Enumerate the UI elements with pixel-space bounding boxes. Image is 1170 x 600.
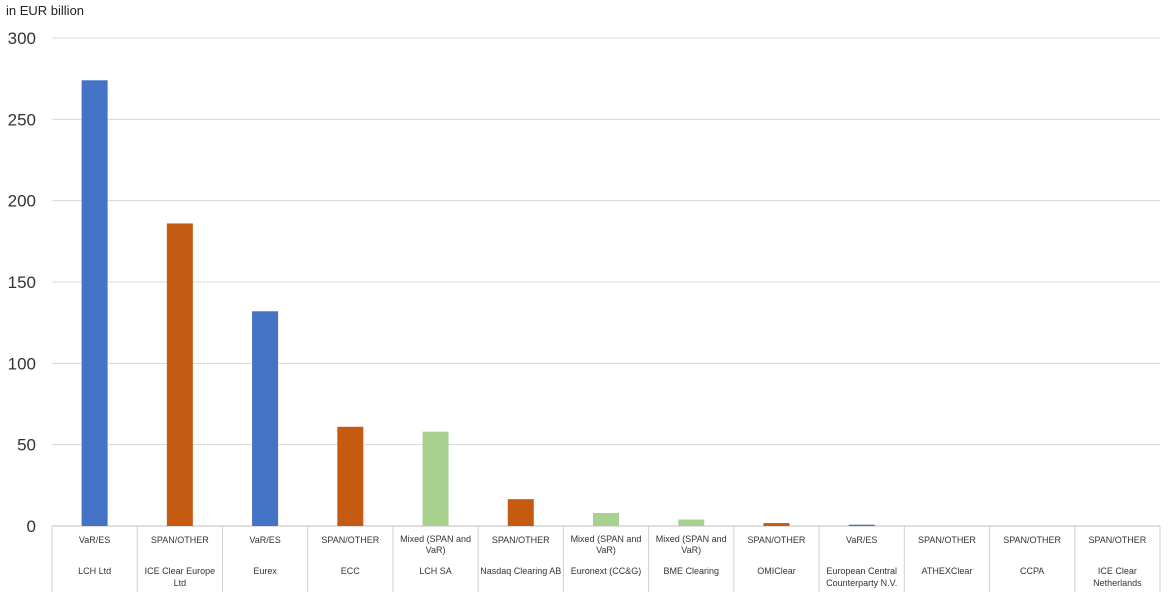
- bar: [848, 524, 875, 526]
- category-name-label: LCH Ltd: [78, 566, 111, 576]
- y-tick-label: 300: [8, 29, 36, 48]
- bar: [507, 499, 534, 526]
- category-method-label: VaR): [596, 545, 616, 555]
- category-method-label: SPAN/OTHER: [492, 535, 550, 545]
- category-method-label: VaR): [681, 545, 701, 555]
- y-tick-label: 150: [8, 273, 36, 292]
- bar: [763, 523, 790, 526]
- bar: [678, 519, 705, 526]
- category-method-label: Mixed (SPAN and: [656, 534, 727, 544]
- category-method-label: Mixed (SPAN and: [571, 534, 642, 544]
- category-name-label: Euronext (CC&G): [571, 566, 642, 576]
- category-method-label: SPAN/OTHER: [748, 535, 806, 545]
- category-name-label: LCH SA: [419, 566, 452, 576]
- y-tick-label: 250: [8, 110, 36, 129]
- bar: [337, 426, 364, 526]
- category-name-label: European Central: [826, 566, 897, 576]
- category-method-label: SPAN/OTHER: [321, 535, 379, 545]
- category-method-label: VaR): [426, 545, 446, 555]
- category-name-label: ECC: [341, 566, 361, 576]
- category-name-label: Eurex: [253, 566, 277, 576]
- bar: [252, 311, 279, 526]
- bar: [166, 223, 193, 526]
- bar: [81, 80, 108, 526]
- category-name-label: Ltd: [174, 578, 187, 588]
- category-method-label: SPAN/OTHER: [1088, 535, 1146, 545]
- category-name-label: BME Clearing: [663, 566, 719, 576]
- y-tick-label: 0: [27, 517, 36, 536]
- category-method-label: VaR/ES: [249, 535, 280, 545]
- category-method-label: Mixed (SPAN and: [400, 534, 471, 544]
- bar: [593, 512, 619, 526]
- y-tick-label: 100: [8, 354, 36, 373]
- y-tick-label: 50: [17, 436, 36, 455]
- category-name-label: Nasdaq Clearing AB: [480, 566, 561, 576]
- category-name-label: ICE Clear: [1098, 566, 1137, 576]
- category-name-label: OMIClear: [757, 566, 796, 576]
- category-name-label: ICE Clear Europe: [145, 566, 216, 576]
- category-name-label: Counterparty N.V.: [826, 578, 897, 588]
- category-method-label: SPAN/OTHER: [1003, 535, 1061, 545]
- category-name-label: CCPA: [1020, 566, 1044, 576]
- category-name-label: Netherlands: [1093, 578, 1142, 588]
- category-method-label: VaR/ES: [846, 535, 877, 545]
- y-tick-label: 200: [8, 192, 36, 211]
- category-name-label: ATHEXClear: [921, 566, 972, 576]
- category-method-label: SPAN/OTHER: [918, 535, 976, 545]
- bar: [422, 431, 449, 526]
- category-method-label: SPAN/OTHER: [151, 535, 209, 545]
- category-method-label: VaR/ES: [79, 535, 110, 545]
- y-axis-unit-label: in EUR billion: [6, 3, 85, 18]
